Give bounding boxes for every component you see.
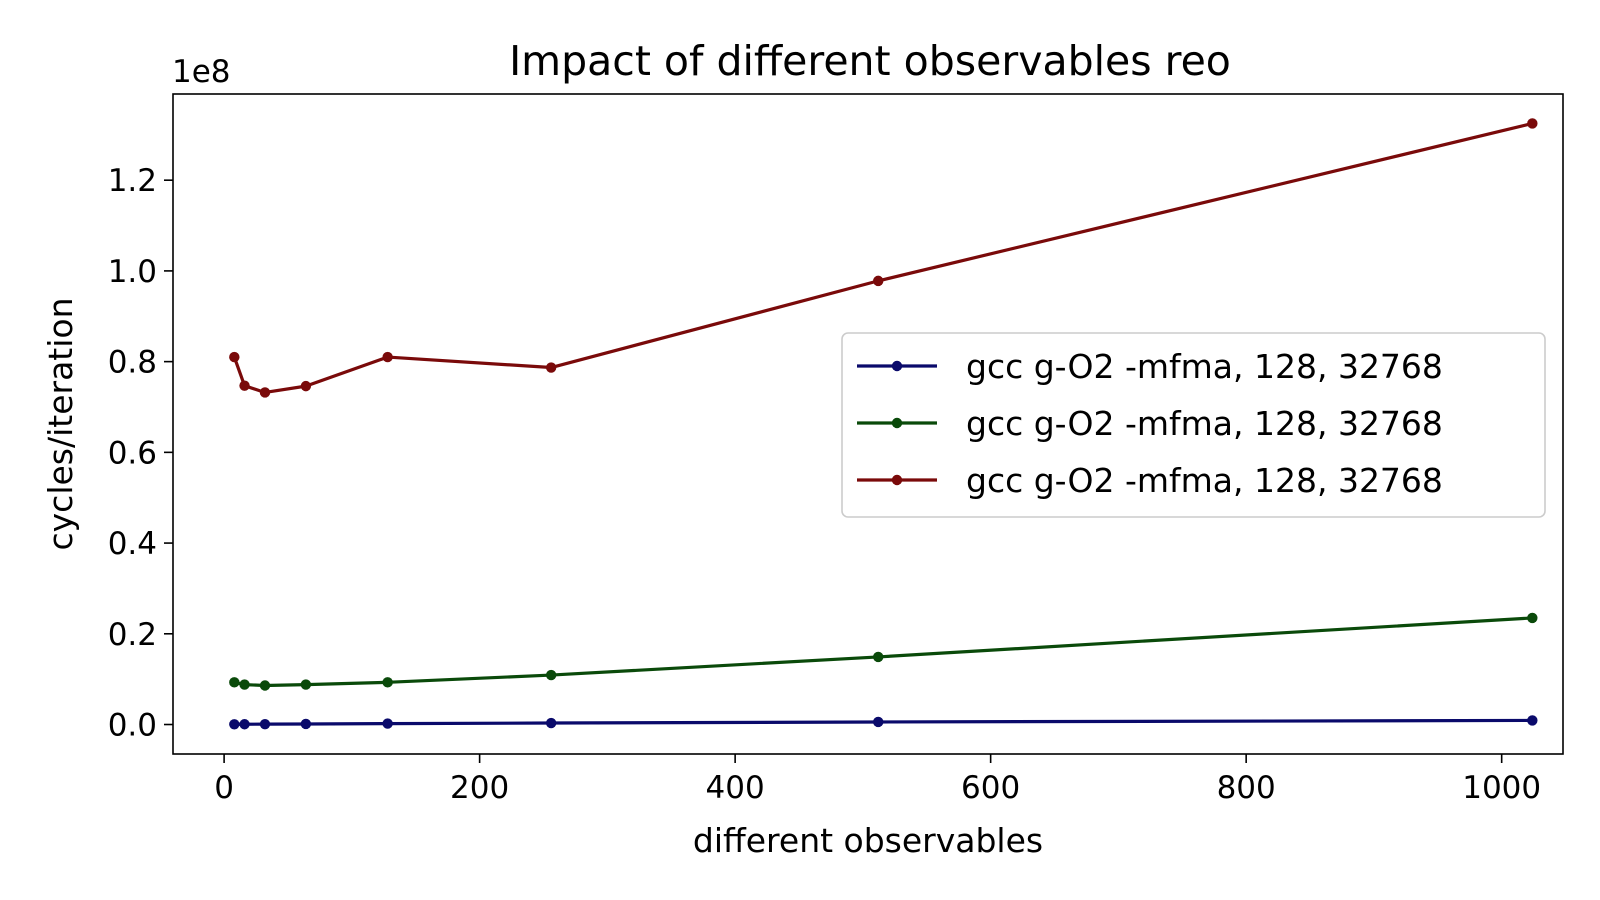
x-tick-label: 200 — [450, 770, 509, 806]
series-1 — [229, 715, 1538, 730]
data-point — [229, 351, 240, 363]
x-tick-label: 1000 — [1462, 770, 1541, 806]
y-tick-label: 0.0 — [108, 708, 157, 744]
data-point — [229, 719, 240, 730]
x-tick-label: 600 — [961, 770, 1020, 806]
y-tick-label: 0.6 — [108, 435, 157, 471]
chart-title: Impact of different observables reo — [509, 37, 1231, 85]
data-point — [300, 718, 312, 730]
data-point — [873, 651, 884, 663]
y-tick-label: 1.0 — [108, 254, 157, 290]
y-tick-label: 0.2 — [108, 617, 157, 653]
y-tick-label: 1.2 — [108, 163, 157, 199]
legend: gcc g-O2 -mfma, 128, 32768 gcc g-O2 -mfma… — [841, 332, 1546, 518]
legend-entry: gcc g-O2 -mfma, 128, 32768 — [857, 347, 1443, 386]
legend-entry: gcc g-O2 -mfma, 128, 32768 — [857, 404, 1443, 443]
legend-box — [841, 332, 1546, 518]
data-point — [545, 717, 557, 729]
x-axis-ticks: 0 200 400 600 800 1000 — [214, 754, 1541, 806]
data-point — [300, 679, 312, 690]
data-point — [382, 718, 393, 729]
x-tick-label: 0 — [214, 770, 234, 806]
data-point — [382, 351, 393, 363]
y-multiplier-label: 1e8 — [172, 54, 231, 90]
data-point — [545, 669, 557, 681]
data-point — [239, 380, 250, 391]
series-3 — [229, 118, 1538, 398]
data-point — [239, 679, 250, 690]
legend-items: gcc g-O2 -mfma, 128, 32768 gcc g-O2 -mfma… — [857, 347, 1443, 500]
data-point — [1527, 118, 1538, 129]
legend-label: gcc g-O2 -mfma, 128, 32768 — [966, 347, 1443, 386]
plot-frame — [172, 93, 1564, 755]
legend-swatch-marker — [891, 474, 903, 486]
data-point — [259, 387, 271, 398]
series-2 — [229, 612, 1538, 691]
legend-label: gcc g-O2 -mfma, 128, 32768 — [966, 404, 1443, 443]
data-point — [873, 716, 884, 728]
data-point — [259, 718, 271, 730]
data-point — [259, 680, 271, 691]
data-point — [300, 380, 312, 392]
data-point — [229, 677, 240, 688]
y-tick-label: 0.4 — [108, 526, 157, 562]
data-point — [1527, 715, 1538, 726]
series-layer — [229, 118, 1538, 730]
data-point — [545, 362, 557, 373]
x-axis-label: different observables — [693, 821, 1043, 860]
data-point — [382, 677, 393, 688]
y-axis-label: cycles/iteration — [41, 297, 80, 550]
data-point — [1527, 612, 1538, 624]
data-point — [239, 719, 250, 730]
y-tick-label: 0.8 — [108, 345, 157, 381]
x-tick-label: 800 — [1217, 770, 1276, 806]
legend-label: gcc g-O2 -mfma, 128, 32768 — [966, 461, 1443, 500]
legend-swatch-marker — [891, 360, 903, 372]
x-tick-label: 400 — [706, 770, 765, 806]
legend-swatch-marker — [891, 417, 903, 429]
y-axis-ticks: 0.0 0.2 0.4 0.6 0.8 1.0 1.2 — [108, 163, 173, 744]
legend-entry: gcc g-O2 -mfma, 128, 32768 — [857, 461, 1443, 500]
data-point — [873, 275, 884, 287]
